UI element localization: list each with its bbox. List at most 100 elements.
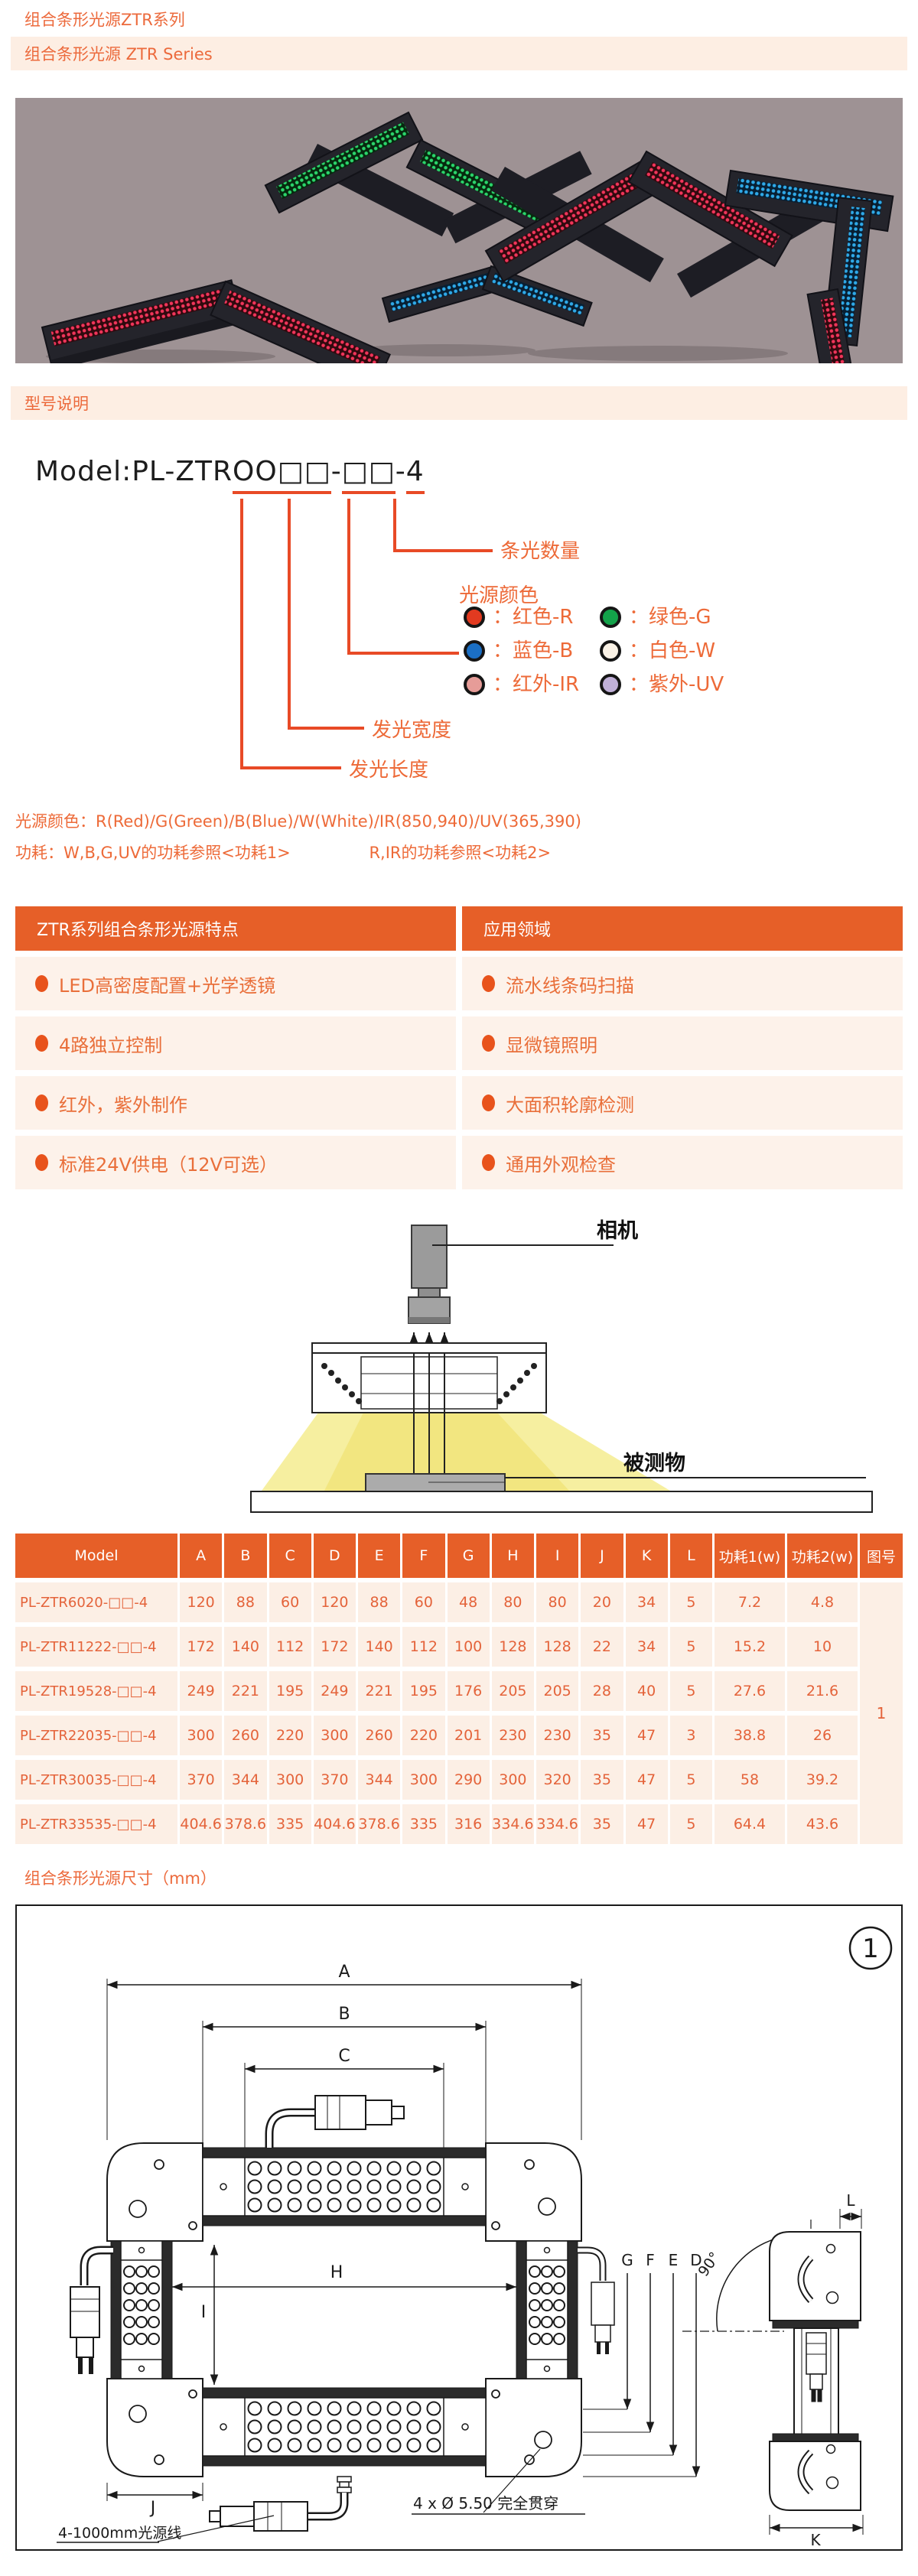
spec-cell-b: 88 bbox=[224, 1582, 267, 1622]
spec-cell-power1: 7.2 bbox=[715, 1582, 785, 1622]
table-row: PL-ZTR19528-□□-4 249 221 195 249 221 195… bbox=[15, 1671, 858, 1711]
features-rows: LED高密度配置+光学透镜 流水线条码扫描 4路独立控制 显微镜照明 bbox=[15, 957, 903, 1189]
spec-cell-g: 176 bbox=[447, 1671, 490, 1711]
product-photo-illustration bbox=[15, 98, 903, 416]
spec-cell-j: 28 bbox=[581, 1671, 623, 1711]
spec-cell-g: 100 bbox=[447, 1627, 490, 1667]
callout-line bbox=[393, 549, 493, 552]
led-strip-right bbox=[496, 1363, 537, 1404]
spec-cell-e: 378.6 bbox=[358, 1804, 401, 1844]
application-cell: 大面积轮廓检测 bbox=[462, 1076, 903, 1130]
dimension-drawing-figure: 1 bbox=[15, 1904, 903, 2551]
callout-line bbox=[347, 499, 350, 655]
callout-line bbox=[393, 499, 396, 549]
legend-label: ：紫外-UV bbox=[629, 673, 724, 696]
spec-cell-c: 220 bbox=[269, 1716, 311, 1755]
spec-cell-g: 48 bbox=[447, 1582, 490, 1622]
features-header-row: ZTR系列组合条形光源特点 应用领域 bbox=[15, 906, 903, 951]
spec-cell-power1: 27.6 bbox=[715, 1671, 785, 1711]
spec-header-cell: J bbox=[581, 1534, 623, 1578]
dim-label-a: A bbox=[338, 1963, 350, 1982]
hole-note: 4 x Ø 5.50 完全贯穿 bbox=[413, 2494, 558, 2513]
spec-cell-a: 404.6 bbox=[180, 1804, 223, 1844]
model-section-header-text: 型号说明 bbox=[24, 395, 89, 413]
spec-cell-a: 249 bbox=[180, 1671, 223, 1711]
spec-cell-i: 80 bbox=[536, 1582, 579, 1622]
spec-header-cell: 功耗2(w) bbox=[787, 1534, 858, 1578]
dimensions-title: 组合条形光源尺寸（mm） bbox=[24, 1869, 216, 1888]
feature-cell: 4路独立控制 bbox=[15, 1016, 456, 1070]
frame-top-view bbox=[106, 2142, 582, 2477]
spec-cell-d: 120 bbox=[313, 1582, 356, 1622]
lighting-schematic-illustration: 相机 被测物 bbox=[250, 1219, 873, 1513]
table-row: PL-ZTR11222-□□-4 172 140 112 172 140 112… bbox=[15, 1627, 858, 1667]
spec-cell-model: PL-ZTR22035-□□-4 bbox=[15, 1716, 177, 1755]
application-text: 通用外观检查 bbox=[506, 1153, 616, 1176]
application-text: 显微镜照明 bbox=[506, 1034, 597, 1056]
dim-label-d: D bbox=[690, 2251, 702, 2269]
color-dot-icon bbox=[600, 674, 621, 695]
model-code: Model:PL-ZTROO□□-□□-4 bbox=[35, 456, 425, 494]
spec-header-cell: B bbox=[224, 1534, 267, 1578]
spec-cell-e: 140 bbox=[358, 1627, 401, 1667]
note-light-colors: 光源颜色：R(Red)/G(Green)/B(Blue)/W(White)/IR… bbox=[15, 812, 581, 831]
spec-cell-e: 344 bbox=[358, 1760, 401, 1800]
legend-row: ：红色-R ：绿色-G bbox=[464, 606, 724, 629]
spec-cell-c: 335 bbox=[269, 1804, 311, 1844]
spec-header-cell: H bbox=[491, 1534, 534, 1578]
spec-cell-f: 112 bbox=[402, 1627, 445, 1667]
spec-cell-j: 35 bbox=[581, 1716, 623, 1755]
dim-label-c: C bbox=[338, 2047, 350, 2066]
spec-header-cell: A bbox=[180, 1534, 223, 1578]
spec-cell-power2: 39.2 bbox=[787, 1760, 858, 1800]
feature-cell: LED高密度配置+光学透镜 bbox=[15, 957, 456, 1010]
spec-cell-i: 334.6 bbox=[536, 1804, 579, 1844]
spec-cell-e: 221 bbox=[358, 1671, 401, 1711]
spec-cell-i: 128 bbox=[536, 1627, 579, 1667]
feature-cell: 红外，紫外制作 bbox=[15, 1076, 456, 1130]
spec-table-header: Model A B C D E F G H I J K bbox=[15, 1534, 903, 1578]
page-subtitle: 组合条形光源 ZTR Series bbox=[11, 37, 907, 70]
cable-note: 4-1000mm光源线 bbox=[58, 2525, 181, 2542]
application-text: 流水线条码扫描 bbox=[506, 974, 634, 997]
spec-header-cell: F bbox=[402, 1534, 445, 1578]
legend-label: ：蓝色-B bbox=[493, 639, 574, 662]
legend-item: ：紫外-UV bbox=[600, 673, 724, 696]
spec-cell-c: 195 bbox=[269, 1671, 311, 1711]
color-dot-icon bbox=[464, 640, 485, 662]
figure-number-cell: 1 bbox=[860, 1582, 903, 1844]
spec-table: Model A B C D E F G H I J K bbox=[15, 1534, 903, 1844]
bullet-icon bbox=[35, 975, 48, 992]
legend-item: ：绿色-G bbox=[600, 606, 711, 629]
feature-text: 标准24V供电（12V可选） bbox=[59, 1153, 278, 1176]
legend-item: ：红外-IR bbox=[464, 673, 600, 696]
spec-cell-b: 221 bbox=[224, 1671, 267, 1711]
spec-cell-k: 34 bbox=[625, 1627, 668, 1667]
spec-cell-f: 335 bbox=[402, 1804, 445, 1844]
feature-text: 红外，紫外制作 bbox=[59, 1094, 187, 1116]
callout-line bbox=[240, 499, 243, 769]
spec-cell-e: 260 bbox=[358, 1716, 401, 1755]
color-dot-icon bbox=[600, 607, 621, 628]
spec-cell-a: 370 bbox=[180, 1760, 223, 1800]
spec-cell-g: 316 bbox=[447, 1804, 490, 1844]
spec-cell-k: 34 bbox=[625, 1582, 668, 1622]
spec-cell-i: 205 bbox=[536, 1671, 579, 1711]
dim-label-l: L bbox=[846, 2191, 855, 2210]
product-photo bbox=[15, 98, 903, 416]
table-row: PL-ZTR30035-□□-4 370 344 300 370 344 300… bbox=[15, 1760, 858, 1800]
camera-label: 相机 bbox=[597, 1219, 638, 1243]
legend-row: ：蓝色-B ：白色-W bbox=[464, 639, 724, 662]
lighting-schematic: 相机 被测物 bbox=[15, 1193, 903, 1530]
spec-header-cell: 功耗1(w) bbox=[715, 1534, 785, 1578]
figure-badge-number: 1 bbox=[862, 1934, 879, 1964]
bullet-icon bbox=[482, 1035, 495, 1052]
spec-cell-i: 320 bbox=[536, 1760, 579, 1800]
spec-cell-c: 112 bbox=[269, 1627, 311, 1667]
spec-header-cell: Model bbox=[15, 1534, 177, 1578]
callout-line bbox=[288, 727, 364, 730]
features-header-left: ZTR系列组合条形光源特点 bbox=[15, 906, 456, 951]
spec-cell-h: 128 bbox=[491, 1627, 534, 1667]
legend-label: ：红色-R bbox=[493, 606, 574, 629]
